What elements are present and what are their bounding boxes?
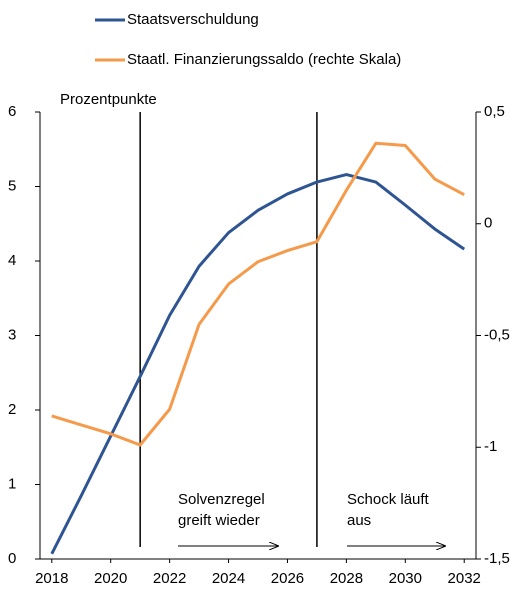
legend-label: Staatl. Finanzierungssaldo (rechte Skala…: [127, 51, 401, 68]
series-line: [50, 173, 466, 555]
annotation: Schock läuft: [347, 491, 430, 508]
x-tick-label: 2026: [271, 570, 304, 587]
annotation: Solvenzregel: [178, 491, 265, 508]
y-tick-label: 5: [8, 177, 16, 194]
annotation: aus: [347, 512, 371, 529]
y2-tick-label: -1,5: [484, 550, 510, 567]
y-tick-label: 2: [8, 401, 16, 418]
x-tick-label: 2022: [153, 570, 186, 587]
annotation: greift wieder: [178, 512, 260, 529]
series-line: [51, 141, 465, 447]
y-tick-label: 4: [8, 252, 16, 269]
y2-tick-label: 0: [484, 215, 492, 232]
y2-tick-label: 0,5: [484, 103, 505, 120]
x-tick-label: 2020: [94, 570, 127, 587]
x-tick-label: 2028: [330, 570, 363, 587]
y-tick-label: 3: [8, 326, 16, 343]
y-axis-label: Prozentpunkte: [60, 91, 157, 108]
y-tick-label: 6: [8, 103, 16, 120]
x-tick-label: 2018: [35, 570, 68, 587]
y2-tick-label: -1: [484, 438, 497, 455]
y2-tick-label: -0,5: [484, 326, 510, 343]
y-tick-label: 1: [8, 475, 16, 492]
legend-label: Staatsverschuldung: [127, 11, 259, 28]
x-tick-label: 2030: [389, 570, 422, 587]
x-tick-label: 2032: [448, 570, 481, 587]
y-tick-label: 0: [8, 550, 16, 567]
x-tick-label: 2024: [212, 570, 245, 587]
